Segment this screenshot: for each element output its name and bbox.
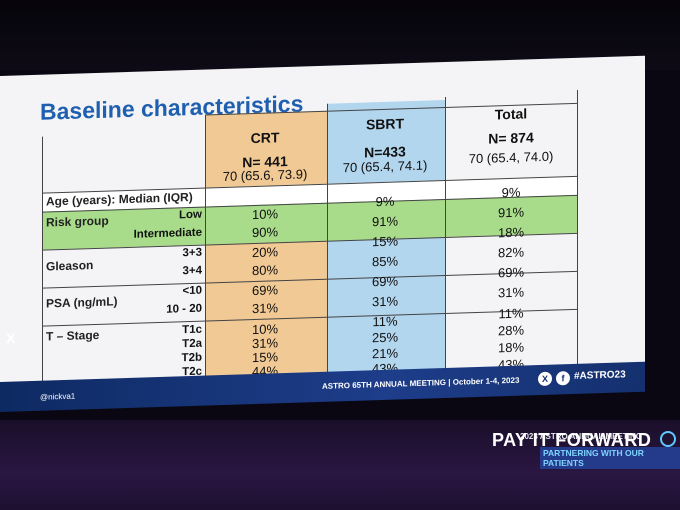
header-total: Total [494,105,528,123]
table-border-total [445,96,446,375]
meeting-info: ASTRO 65TH ANNUAL MEETING | October 1-4,… [322,375,520,391]
brand-tagline: PARTNERING WITH OUR PATIENTS [540,447,680,469]
brand-title: PAY IT FORWARD [492,430,652,450]
hashtag: #ASTRO23 [574,369,626,382]
tstage-t2b-total: 18% [497,339,525,356]
tstage-t2b-label: T2b [181,351,202,365]
x-icon: X [538,371,552,387]
psa-10-20-total: 31% [497,284,525,301]
tstage-t1c-label: T1c [182,323,202,337]
gleason-label: Gleason [46,258,94,274]
twitter-handle: @nickva1 [40,391,76,402]
gleason-33-label: 3+3 [182,246,202,260]
table-border-crt [205,114,206,382]
brand-meeting-label: 2023 ASTRO ANNUAL MEETING [520,432,642,441]
x-logo-icon: X [6,330,16,346]
age-total: 70 (65.4, 74.0) [468,148,554,167]
gleason-33-total: 18% [497,224,525,241]
header-total-n: N= 874 [488,129,534,147]
risk-low-label: Low [179,208,202,222]
gleason-34-total: 82% [497,244,525,261]
slide: Baseline characteristics CRT N= 441 SBRT… [0,55,645,399]
table-border-right [577,89,578,370]
risk-label: Risk group [46,213,109,230]
gleason-34-label: 3+4 [182,264,202,278]
tstage-t1c-total: 11% [498,305,524,322]
arrow-circle-icon [660,431,676,447]
tstage-t2a-label: T2a [182,337,202,351]
psa-lt10-total: 69% [497,264,525,281]
tstage-label: T – Stage [46,327,100,344]
psa-10-20-label: 10 - 20 [166,302,202,316]
psa-label: PSA (ng/mL) [46,294,118,311]
tstage-t2a-total: 28% [497,322,525,339]
facebook-icon: f [556,371,570,386]
projection-screen: Baseline characteristics CRT N= 441 SBRT… [0,40,648,420]
risk-intermediate-label: Intermediate [133,226,202,241]
table-border-left [42,136,43,387]
psa-lt10-label: <10 [182,284,202,298]
